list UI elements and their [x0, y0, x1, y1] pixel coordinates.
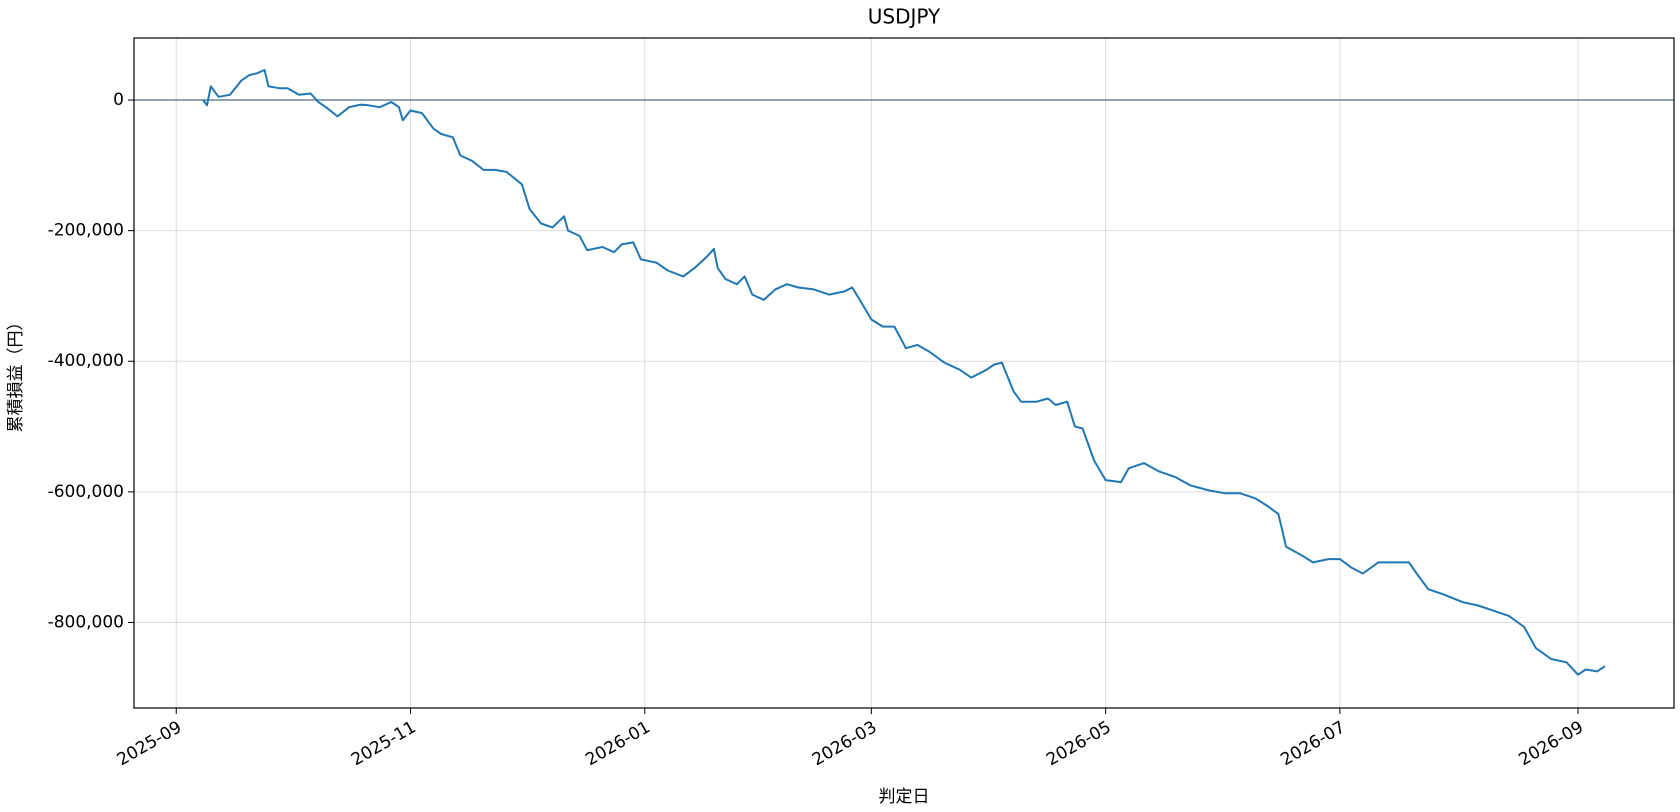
x-axis-label: 判定日: [879, 787, 930, 807]
x-tick-label: 2026-03: [809, 717, 881, 770]
y-axis-label: 累積損益（円）: [6, 314, 26, 433]
plot-frame: [133, 37, 1675, 709]
chart-title: USDJPY: [868, 5, 941, 29]
y-tick-label: 0: [113, 90, 124, 110]
data-line: [202, 69, 1606, 676]
x-tick-label: 2026-05: [1043, 717, 1115, 770]
x-tick-label: 2026-09: [1515, 717, 1587, 770]
x-tick-label: 2026-01: [582, 717, 654, 770]
x-tick-label: 2025-09: [114, 717, 186, 770]
x-tick-label: 2025-11: [348, 717, 420, 770]
y-tick-label: -600,000: [48, 482, 124, 502]
y-tick-label: -200,000: [48, 221, 124, 241]
y-tick-label: -400,000: [48, 351, 124, 371]
x-tick-label: 2026-07: [1277, 717, 1349, 770]
y-tick-label: -800,000: [48, 612, 124, 632]
